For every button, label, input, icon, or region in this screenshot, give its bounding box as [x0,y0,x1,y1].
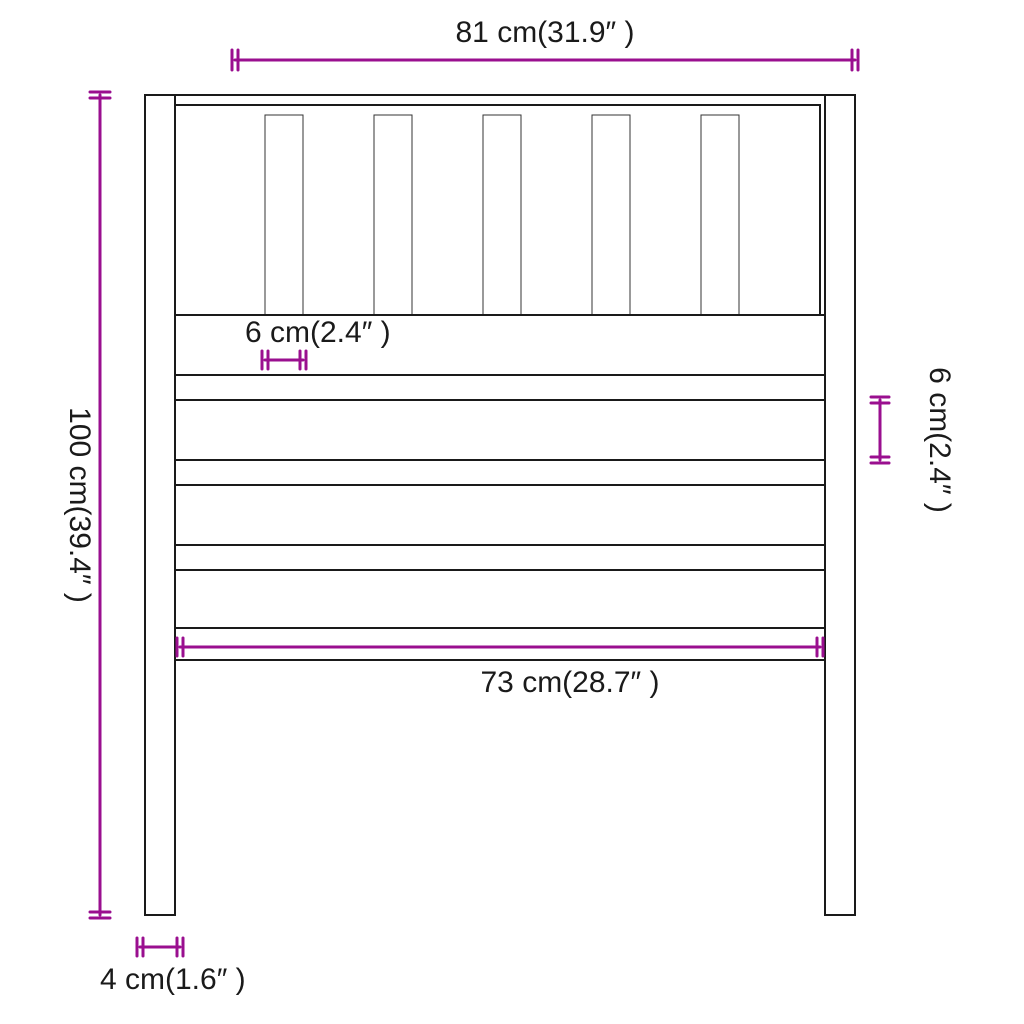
vertical-slat [374,115,412,315]
horizontal-slat [171,400,832,460]
label-inner-width: 73 cm(28.7″ ) [480,666,659,699]
vertical-slat [701,115,739,315]
dim-depth [137,938,183,956]
label-slat-width: 6 cm(2.4″ ) [245,316,391,349]
left-post [145,95,175,915]
label-width-top: 81 cm(31.9″ ) [455,16,634,49]
horizontal-slat [171,628,832,660]
vertical-slat [483,115,521,315]
vertical-slat [592,115,630,315]
right-post [825,95,855,915]
vertical-slat [265,115,303,315]
label-depth: 4 cm(1.6″ ) [100,963,246,996]
dim-width-top [232,50,858,70]
horizontal-slat [171,485,832,545]
headboard-drawing [145,95,855,915]
label-slat-height: 6 cm(2.4″ ) [923,367,956,513]
dim-slat-height [871,397,889,463]
label-height-left: 100 cm(39.4″ ) [63,407,96,603]
horizontal-slat [171,570,832,630]
